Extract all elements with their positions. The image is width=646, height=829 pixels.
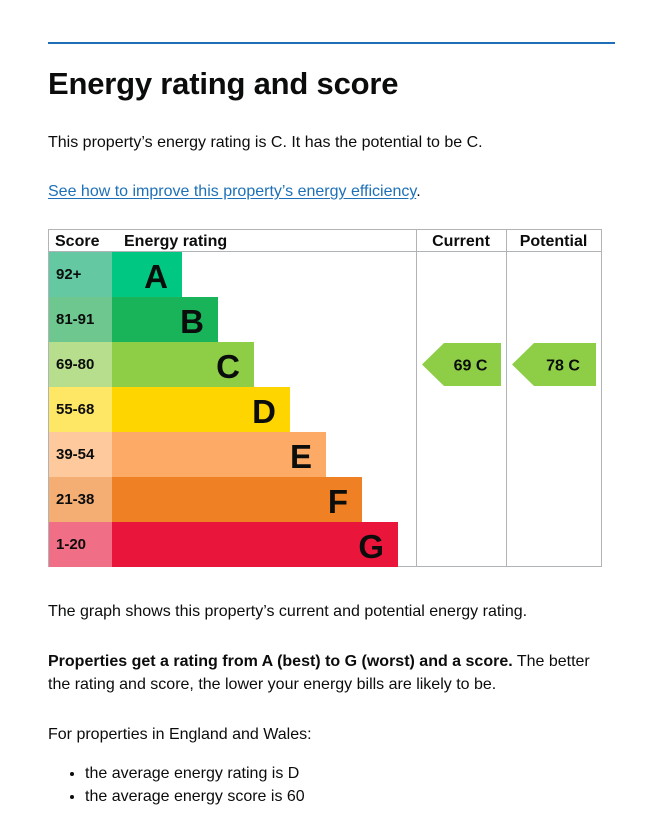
- rating-bar-a: [112, 252, 182, 297]
- score-range-c: 69-80: [56, 356, 94, 373]
- improve-link-paragraph: See how to improve this property’s energ…: [48, 180, 421, 203]
- score-range-d: 55-68: [56, 401, 94, 418]
- current-arrow: [422, 343, 501, 386]
- score-range-b: 81-91: [56, 311, 94, 328]
- rating-letter-c: C: [216, 348, 240, 385]
- rating-info-rest: The better the rating and score, the low…: [48, 653, 590, 693]
- current-rating-label: 69 C: [454, 358, 488, 375]
- score-cell-c: [49, 342, 112, 387]
- header-current: Current: [432, 233, 490, 250]
- rating-letter-g: G: [358, 528, 384, 565]
- rating-info-bold: Properties get a rating from A (best) to…: [48, 653, 513, 670]
- rating-letter-f: F: [328, 483, 348, 520]
- energy-rating-chart: Score Energy rating Current Potential 92+ A 81…: [48, 229, 602, 567]
- averages-list: the average energy rating is D the avera…: [48, 762, 305, 808]
- header-potential: Potential: [520, 233, 588, 250]
- region-intro: For properties in England and Wales:: [48, 726, 312, 743]
- average-rating-item: the average energy rating is D: [85, 762, 305, 785]
- score-cell-b: [49, 297, 112, 342]
- rating-bar-b: [112, 297, 218, 342]
- graph-caption: The graph shows this property’s current …: [48, 603, 528, 620]
- rating-bar-g: [112, 522, 398, 567]
- score-range-e: 39-54: [56, 446, 95, 463]
- section-top-rule: [48, 42, 615, 44]
- rating-letter-b: B: [180, 303, 204, 340]
- rating-bar-d: [112, 387, 290, 432]
- score-cell-g: [49, 522, 112, 567]
- rating-letter-e: E: [290, 438, 312, 475]
- header-energy-rating: Energy rating: [124, 233, 227, 250]
- header-score: Score: [55, 233, 100, 250]
- intro-text: This property’s energy rating is C. It h…: [48, 134, 483, 151]
- rating-bar-c: [112, 342, 254, 387]
- score-range-f: 21-38: [56, 491, 94, 508]
- rating-letter-d: D: [252, 393, 276, 430]
- page-title: Energy rating and score: [48, 66, 399, 101]
- score-cell-e: [49, 432, 112, 477]
- rating-info: Properties get a rating from A (best) to…: [48, 650, 615, 696]
- potential-arrow: [512, 343, 596, 386]
- score-range-g: 1-20: [56, 536, 86, 553]
- potential-rating-label: 78 C: [546, 358, 580, 375]
- score-cell-a: [49, 252, 112, 297]
- improve-efficiency-link[interactable]: See how to improve this property’s energ…: [48, 183, 417, 200]
- improve-link-suffix: .: [416, 183, 421, 200]
- rating-bar-f: [112, 477, 362, 522]
- rating-bar-e: [112, 432, 326, 477]
- score-range-a: 92+: [56, 266, 82, 283]
- score-cell-f: [49, 477, 112, 522]
- rating-letter-a: A: [144, 258, 168, 295]
- average-score-item: the average energy score is 60: [85, 785, 305, 808]
- score-cell-d: [49, 387, 112, 432]
